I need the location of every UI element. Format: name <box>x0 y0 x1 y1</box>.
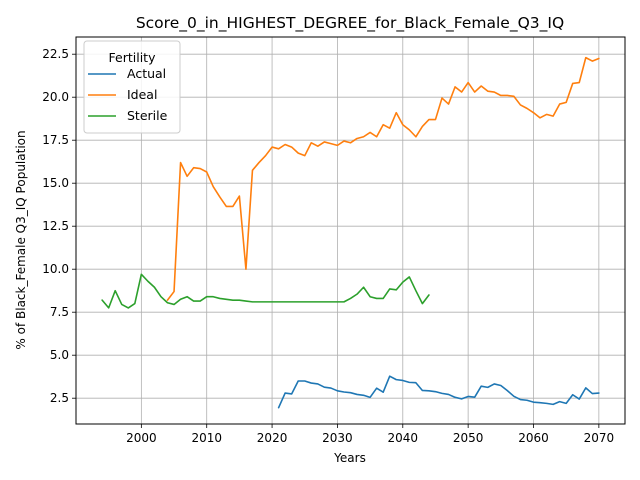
x-tick-label: 2010 <box>191 431 222 445</box>
legend-title: Fertility <box>109 50 157 65</box>
x-tick-label: 2040 <box>388 431 419 445</box>
legend-label-actual: Actual <box>127 66 166 81</box>
y-tick-label: 2.5 <box>50 391 69 405</box>
y-tick-label: 17.5 <box>42 133 69 147</box>
series-line-sterile <box>101 273 430 309</box>
y-tick-label: 12.5 <box>42 219 69 233</box>
legend-label-sterile: Sterile <box>127 108 168 123</box>
y-tick-label: 10.0 <box>42 262 69 276</box>
y-tick-label: 20.0 <box>42 90 69 104</box>
legend: Fertility Actual Ideal Sterile <box>83 40 181 134</box>
y-tick-label: 22.5 <box>42 47 69 61</box>
legend-label-ideal: Ideal <box>127 87 157 102</box>
series-line-ideal <box>166 56 600 301</box>
series-lines <box>101 56 600 409</box>
y-tick-label: 7.5 <box>50 305 69 319</box>
plot-area-frame <box>75 36 626 425</box>
x-tick-label: 2020 <box>257 431 288 445</box>
axis-ticks: 2000 2010 2020 2030 2040 2050 2060 2070 2.5 5.0 7.… <box>42 47 614 445</box>
y-axis-label: % of Black_Female Q3_IQ Population <box>14 130 28 349</box>
x-axis-label: Years <box>333 451 366 465</box>
x-tick-label: 2000 <box>126 431 157 445</box>
x-tick-label: 2050 <box>453 431 484 445</box>
legend-box <box>83 40 181 134</box>
x-tick-label: 2070 <box>584 431 615 445</box>
y-tick-label: 15.0 <box>42 176 69 190</box>
grid <box>76 37 625 424</box>
x-tick-label: 2030 <box>322 431 353 445</box>
y-tick-label: 5.0 <box>50 348 69 362</box>
x-tick-label: 2060 <box>518 431 549 445</box>
chart-title: Score_0_in_HIGHEST_DEGREE_for_Black_Fema… <box>136 14 564 33</box>
series-line-actual <box>277 375 600 409</box>
